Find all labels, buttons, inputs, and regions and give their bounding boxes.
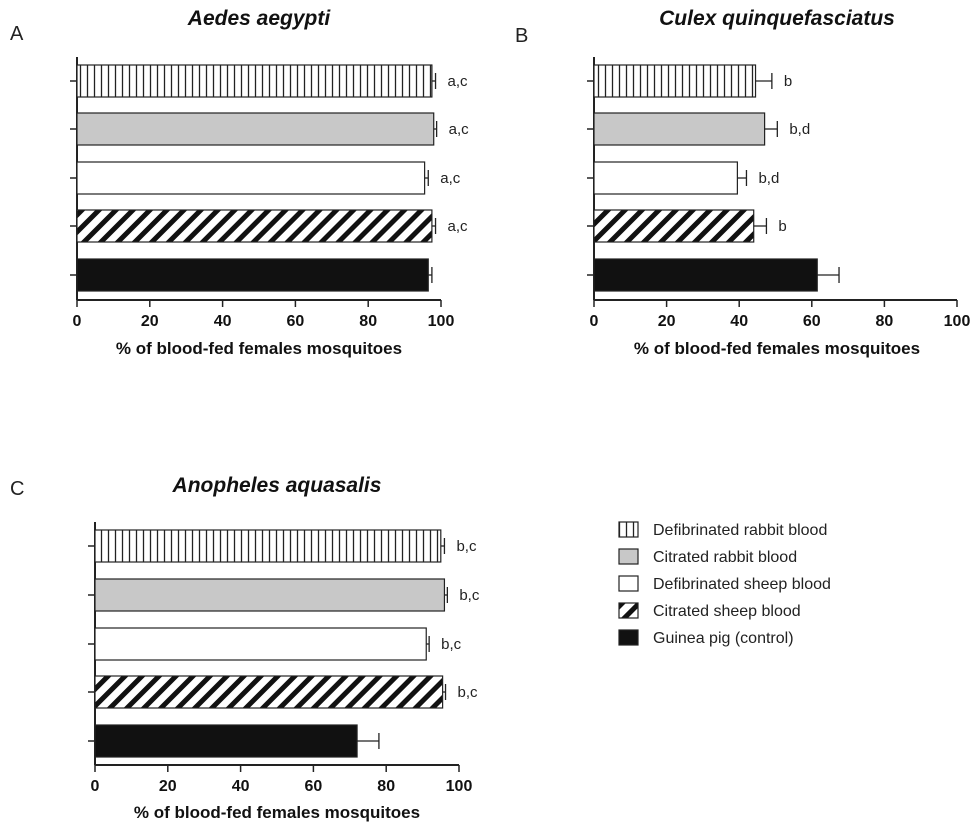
x-tick-label: 0 bbox=[590, 313, 599, 330]
panel-letter: B bbox=[515, 25, 528, 47]
x-tick-label: 60 bbox=[305, 778, 323, 795]
significance-label: b,d bbox=[789, 121, 810, 138]
significance-label: a,c bbox=[448, 218, 469, 235]
bar bbox=[94, 724, 358, 758]
panel-letter: C bbox=[10, 478, 24, 500]
significance-label: b bbox=[784, 73, 792, 90]
bar bbox=[76, 161, 426, 195]
legend-swatch bbox=[618, 548, 639, 565]
legend-swatch bbox=[618, 575, 639, 592]
panel-b: B Culex quinquefasciatus 0 20 40 60 80 100 b b,… bbox=[515, 7, 970, 358]
chart-title: Anopheles aquasalis bbox=[172, 474, 382, 497]
legend-item: Citrated rabbit blood bbox=[618, 548, 797, 566]
legend-swatch bbox=[618, 629, 639, 646]
bar bbox=[593, 64, 757, 98]
significance-label: b,c bbox=[441, 636, 462, 653]
x-axis-title: % of blood-fed females mosquitoes bbox=[116, 339, 402, 358]
x-tick-label: 0 bbox=[73, 313, 82, 330]
x-tick-label: 60 bbox=[803, 313, 821, 330]
x-tick-label: 40 bbox=[214, 313, 232, 330]
panel-c: C Anopheles aquasalis 0 20 40 60 80 100 b,c b,c… bbox=[10, 474, 480, 822]
bar bbox=[94, 529, 442, 563]
significance-label: b,c bbox=[459, 587, 480, 604]
x-tick-label: 100 bbox=[446, 778, 473, 795]
legend-label: Guinea pig (control) bbox=[653, 630, 794, 647]
x-axis-title: % of blood-fed females mosquitoes bbox=[134, 803, 420, 822]
legend-item: Defibrinated rabbit blood bbox=[618, 521, 827, 539]
legend-label: Citrated rabbit blood bbox=[653, 549, 797, 566]
x-tick-label: 60 bbox=[287, 313, 305, 330]
x-tick-label: 100 bbox=[944, 313, 971, 330]
significance-label: b,c bbox=[458, 684, 479, 701]
legend-item: Defibrinated sheep blood bbox=[618, 575, 831, 593]
chart-title: Culex quinquefasciatus bbox=[659, 7, 895, 30]
legend-swatch bbox=[618, 602, 639, 619]
significance-label: b bbox=[778, 218, 786, 235]
panel-letter: A bbox=[10, 23, 24, 45]
bar bbox=[593, 112, 766, 146]
legend-label: Defibrinated rabbit blood bbox=[653, 522, 827, 539]
legend-label: Citrated sheep blood bbox=[653, 603, 801, 620]
significance-label: a,c bbox=[440, 170, 461, 187]
plot-area: 0 20 40 60 80 100 a,c a,c a,c a,c bbox=[70, 57, 469, 330]
legend: Defibrinated rabbit blood Citrated rabbi… bbox=[618, 521, 831, 647]
x-tick-label: 80 bbox=[359, 313, 377, 330]
x-tick-label: 80 bbox=[876, 313, 894, 330]
plot-area: 0 20 40 60 80 100 b b,d b,d b bbox=[587, 57, 970, 330]
significance-label: b,d bbox=[758, 170, 779, 187]
x-tick-label: 20 bbox=[141, 313, 159, 330]
x-tick-label: 40 bbox=[232, 778, 250, 795]
x-tick-label: 20 bbox=[658, 313, 676, 330]
legend-item: Guinea pig (control) bbox=[618, 629, 794, 647]
panel-a: A Aedes aegypti 0 20 40 60 80 100 a,c a,c a,c a,c… bbox=[10, 7, 469, 358]
bar bbox=[94, 627, 427, 661]
legend-item: Citrated sheep blood bbox=[618, 602, 801, 620]
plot-area: 0 20 40 60 80 100 b,c b,c b,c b,c bbox=[88, 522, 480, 795]
bar bbox=[593, 258, 818, 292]
x-tick-label: 0 bbox=[91, 778, 100, 795]
x-tick-label: 40 bbox=[730, 313, 748, 330]
legend-swatch bbox=[618, 521, 639, 538]
significance-label: a,c bbox=[448, 73, 469, 90]
significance-label: b,c bbox=[456, 538, 477, 555]
bar bbox=[76, 209, 433, 243]
x-axis-title: % of blood-fed females mosquitoes bbox=[634, 339, 920, 358]
bar bbox=[94, 578, 446, 612]
x-tick-label: 20 bbox=[159, 778, 177, 795]
bar bbox=[76, 64, 433, 98]
bar bbox=[76, 112, 435, 146]
x-tick-label: 100 bbox=[428, 313, 455, 330]
legend-label: Defibrinated sheep blood bbox=[653, 576, 831, 593]
chart-title: Aedes aegypti bbox=[187, 7, 332, 30]
x-tick-label: 80 bbox=[377, 778, 395, 795]
significance-label: a,c bbox=[449, 121, 470, 138]
bar bbox=[76, 258, 429, 292]
bar bbox=[94, 675, 444, 709]
bar bbox=[593, 161, 738, 195]
bar bbox=[593, 209, 755, 243]
